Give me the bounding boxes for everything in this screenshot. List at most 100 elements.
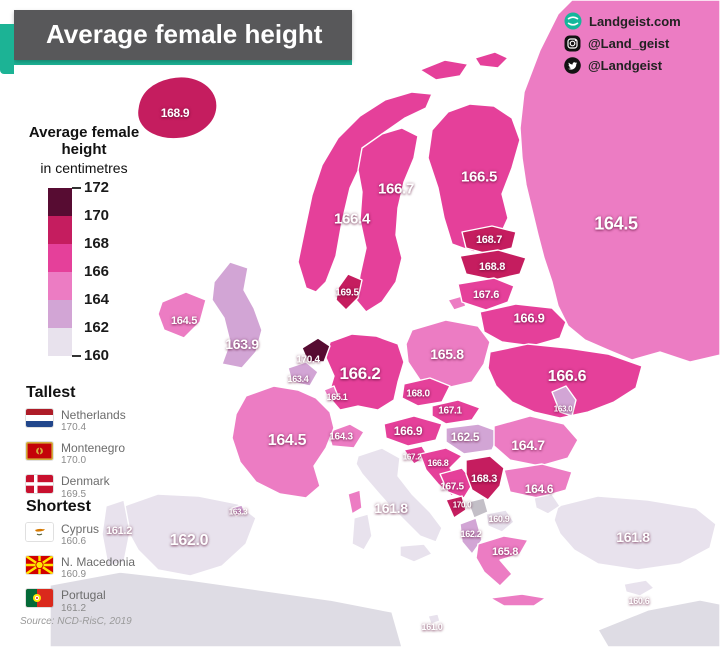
country-corsica	[347, 489, 363, 515]
country-name: Denmark	[61, 474, 110, 489]
legend-tick-164: 164	[84, 290, 110, 308]
country-spain	[123, 493, 257, 577]
montenegro-flag-icon	[26, 442, 53, 461]
tallest-item-montenegro: Montenegro 170.0	[26, 441, 126, 467]
denmark-flag-icon	[26, 475, 53, 494]
legend-title: Average female height	[28, 124, 140, 159]
country-switzerland	[327, 423, 365, 449]
country-crete	[489, 593, 547, 607]
country-estonia	[461, 225, 517, 255]
country-montenegro	[445, 495, 467, 519]
legend-tick-line	[72, 186, 81, 189]
country-kosovo	[467, 497, 489, 519]
tallest-item-netherlands: Netherlands 170.4	[26, 408, 126, 434]
country-russia	[519, 0, 720, 363]
country-value: 161.2	[61, 602, 87, 614]
country-name: Cyprus	[61, 522, 100, 536]
country-value: 160.9	[61, 569, 87, 581]
country-sicily	[399, 543, 433, 563]
instagram-link[interactable]: @Land_geist	[564, 35, 681, 52]
country-ireland	[157, 291, 207, 339]
country-belarus	[479, 303, 567, 347]
cyprus-flag-icon	[26, 523, 53, 541]
country-svalbard	[419, 59, 469, 81]
legend-color-scale: 172 170 168 166 164 162 160	[48, 179, 174, 364]
instagram-handle: @Land_geist	[588, 36, 670, 51]
country-slovakia	[431, 399, 481, 425]
title-accent-underline	[14, 60, 353, 65]
legend-tick-168: 168	[84, 234, 110, 252]
country-united-kingdom	[211, 261, 263, 369]
tallest-ranking: Tallest Netherlands 170.4 Montenegro 170…	[26, 384, 126, 509]
country-portugal	[101, 499, 131, 567]
country-romania	[493, 415, 579, 467]
twitter-icon	[564, 57, 581, 74]
shortest-heading: Shortest	[26, 498, 91, 515]
country-north-macedonia	[485, 509, 515, 533]
country-serbia	[465, 455, 505, 501]
landgeist-globe-icon	[564, 12, 582, 30]
country-sweden	[355, 127, 419, 313]
country-bosnia	[439, 467, 475, 499]
country-turkey	[553, 495, 717, 571]
country-hungary	[445, 423, 501, 455]
legend-band-168	[48, 243, 72, 272]
legend-subtitle: in centimetres	[40, 159, 128, 176]
legend-band-164	[48, 299, 72, 328]
website-link[interactable]: Landgeist.com	[564, 12, 681, 30]
legend-tick-162: 162	[84, 318, 110, 336]
country-iceland	[136, 76, 218, 140]
country-sardinia	[351, 513, 373, 551]
country-germany	[325, 333, 405, 411]
shortest-item-portugal: Portugal 161.2	[26, 589, 135, 614]
source-note: Source: NCD-RisC, 2019	[20, 616, 132, 627]
country-luxembourg	[323, 385, 339, 403]
country-netherlands	[301, 337, 331, 363]
country-denmark	[335, 273, 363, 311]
country-czechia	[401, 377, 451, 407]
legend-band-166	[48, 271, 72, 300]
shortest-item-cyprus: Cyprus 160.6	[26, 522, 135, 548]
legend-band-162	[48, 327, 72, 356]
tallest-item-denmark: Denmark 169.5	[26, 475, 126, 500]
title-bar: Average female height	[0, 10, 353, 74]
country-moldova	[551, 385, 577, 417]
country-value: 170.4	[61, 422, 87, 434]
country-value: 169.5	[61, 488, 87, 500]
country-lithuania	[457, 277, 515, 311]
country-poland	[405, 319, 491, 389]
country-andorra	[231, 504, 246, 517]
legend-band-172	[48, 187, 72, 216]
country-italy	[355, 447, 443, 543]
portugal-flag-icon	[26, 589, 53, 608]
country-name: Montenegro	[61, 441, 126, 456]
country-value: 170.0	[61, 455, 87, 467]
twitter-link[interactable]: @Landgeist	[564, 57, 681, 74]
legend-tick-160: 160	[84, 346, 110, 364]
branding-block: Landgeist.com @Land_geist @Landgeist	[564, 12, 681, 79]
north-africa-landmass	[49, 571, 403, 647]
country-name: N. Macedonia	[61, 555, 136, 570]
middle-east-landmass	[597, 599, 720, 647]
tallest-heading: Tallest	[26, 384, 76, 401]
netherlands-flag-icon	[26, 409, 53, 427]
instagram-icon	[564, 35, 581, 52]
shortest-item-north-macedonia: N. Macedonia 160.9	[26, 555, 136, 581]
country-svalbard-2	[474, 51, 509, 69]
website-label: Landgeist.com	[589, 13, 681, 29]
country-ukraine	[487, 343, 643, 419]
title-accent-tab	[0, 24, 14, 74]
shortest-ranking: Shortest Cyprus 160.6 N. Macedonia 160	[26, 498, 135, 623]
north-macedonia-flag-icon	[26, 556, 53, 575]
country-value: 160.6	[61, 536, 87, 548]
country-finland	[427, 103, 521, 253]
legend: Average female height in centimetres 172…	[14, 124, 174, 364]
legend-tick-170: 170	[84, 206, 110, 224]
country-greece	[475, 535, 529, 587]
page-title: Average female height	[14, 10, 353, 60]
legend-tick-line	[72, 354, 81, 357]
country-latvia	[459, 249, 527, 281]
country-austria	[383, 415, 443, 447]
